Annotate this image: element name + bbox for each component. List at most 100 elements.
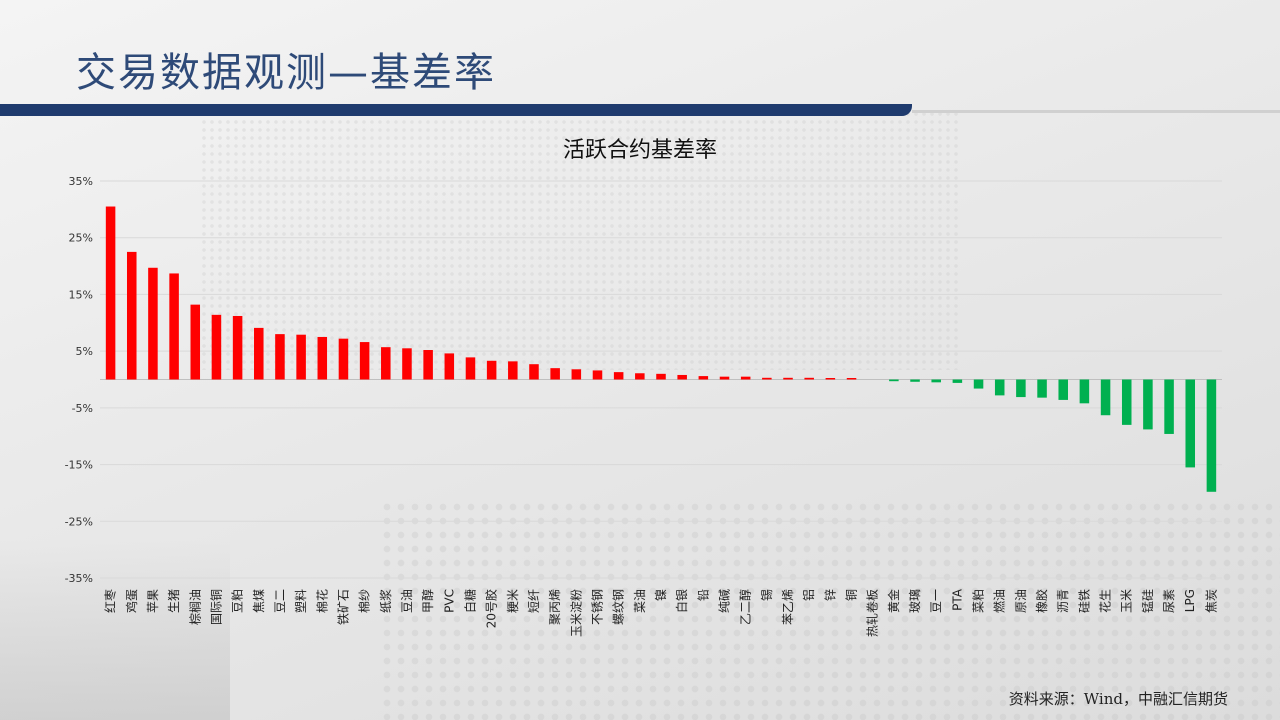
x-tick-label: 铅 <box>696 589 710 601</box>
y-tick-label: 15% <box>69 288 93 301</box>
x-tick-label: 焦煤 <box>252 589 266 613</box>
x-tick-label: 国际铜 <box>208 589 223 625</box>
x-tick-label: 纯碱 <box>718 589 732 613</box>
x-tick-label: 燃油 <box>992 589 1007 613</box>
x-tick-label: 锰硅 <box>1140 589 1155 613</box>
bar <box>211 314 222 380</box>
x-tick-label: 苹果 <box>146 589 160 613</box>
x-tick-label: 镍 <box>654 589 668 601</box>
x-tick-label: 黄金 <box>886 589 901 613</box>
bar <box>1058 379 1068 400</box>
bar <box>719 376 730 380</box>
bar <box>910 379 920 382</box>
bar <box>952 379 963 383</box>
bar <box>931 379 941 383</box>
x-tick-label: 红枣 <box>103 589 118 613</box>
bar <box>486 360 497 380</box>
x-tick-label: LPG <box>1183 589 1197 612</box>
bar <box>740 376 751 380</box>
bar <box>825 378 836 380</box>
bar <box>1185 379 1196 468</box>
bar <box>804 377 814 380</box>
slide-title: 交易数据观测—基差率 <box>76 50 496 96</box>
x-tick-label: 橡胶 <box>1034 589 1049 613</box>
y-tick-label: -35% <box>65 572 93 585</box>
bar <box>994 379 1005 396</box>
bar <box>698 376 709 380</box>
x-tick-label: 棕榈油 <box>187 589 202 625</box>
bar <box>190 304 201 380</box>
x-tick-label: 螺纹钢 <box>612 589 626 625</box>
bar <box>338 338 349 380</box>
x-tick-label: 尿素 <box>1162 589 1176 613</box>
x-tick-label: 锌 <box>823 589 837 601</box>
bar <box>126 251 137 380</box>
x-tick-label: 豆一 <box>929 589 943 613</box>
x-tick-label: 玻璃 <box>908 589 922 613</box>
x-tick-label: 玉米淀粉 <box>569 589 583 637</box>
x-tick-label: 铝 <box>801 589 816 601</box>
bar <box>296 334 306 380</box>
x-tick-label: 热轧卷板 <box>865 589 880 637</box>
x-tick-label: 豆粕 <box>230 589 245 613</box>
x-tick-label: 花生 <box>1098 589 1113 613</box>
bar <box>613 372 624 380</box>
bar <box>846 378 857 380</box>
bar <box>169 273 179 380</box>
x-tick-label: 菜油 <box>633 589 647 613</box>
bar <box>973 379 984 389</box>
x-tick-label: 铜 <box>844 589 859 601</box>
x-tick-label: 不锈钢 <box>590 589 604 625</box>
bar <box>317 336 328 380</box>
world-map-background <box>200 110 960 370</box>
y-tick-label: -15% <box>65 459 93 472</box>
y-tick-label: 5% <box>76 345 93 358</box>
bar <box>148 267 158 380</box>
y-tick-label: -5% <box>72 402 93 415</box>
bar <box>1079 379 1090 404</box>
x-tick-label: 纸浆 <box>378 589 393 613</box>
dot-wave-background <box>380 500 1280 720</box>
bar <box>635 373 645 380</box>
bar <box>105 206 116 380</box>
bar <box>762 377 772 380</box>
x-tick-label: 苯乙烯 <box>781 589 795 625</box>
bar <box>529 364 539 380</box>
x-tick-label: 棉花 <box>314 589 329 613</box>
bar <box>359 342 370 380</box>
x-tick-label: 玉米 <box>1120 589 1134 613</box>
x-tick-label: 原油 <box>1014 589 1028 613</box>
x-tick-label: 硅铁 <box>1077 589 1091 613</box>
bar <box>656 373 666 380</box>
x-tick-label: 短纤 <box>527 589 541 613</box>
bar <box>550 368 560 380</box>
bar <box>1206 379 1217 492</box>
header-bar <box>0 104 912 116</box>
x-tick-label: PVC <box>442 589 456 613</box>
x-tick-label: PTA <box>950 588 964 611</box>
x-tick-label: 焦炭 <box>1204 589 1218 613</box>
y-tick-label: -25% <box>65 515 93 528</box>
bar <box>508 361 518 380</box>
x-tick-label: 豆油 <box>400 589 414 613</box>
bar <box>423 350 433 380</box>
x-tick-label: 豆二 <box>273 589 287 613</box>
bar <box>444 353 455 380</box>
x-tick-label: 棉纱 <box>358 589 372 613</box>
bar <box>254 327 264 380</box>
bar <box>402 348 412 380</box>
x-tick-label: 20号胶 <box>484 589 499 628</box>
bar <box>1143 379 1153 430</box>
bar <box>232 315 243 380</box>
x-tick-label: 白银 <box>674 589 689 613</box>
bar <box>275 334 285 380</box>
y-tick-label: 35% <box>69 175 93 188</box>
x-tick-label: 铁矿石 <box>336 589 350 625</box>
bar <box>592 370 603 380</box>
bar <box>1164 379 1174 434</box>
source-note: 资料来源：Wind，中融汇信期货 <box>1008 690 1228 708</box>
x-tick-label: 生猪 <box>167 589 181 613</box>
bar <box>783 377 793 380</box>
